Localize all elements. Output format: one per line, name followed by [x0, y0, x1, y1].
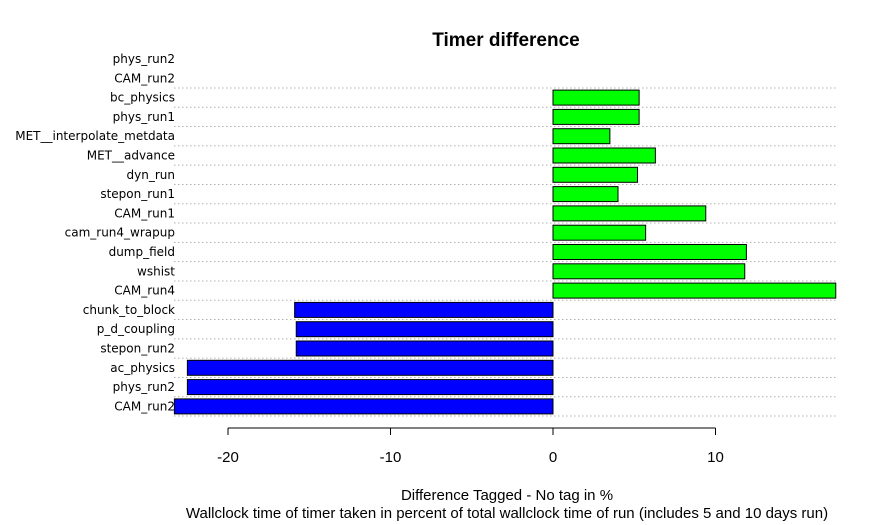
bar [552, 166, 638, 183]
category-labels: phys_run2 CAM_run2 bc_physics phys_run1 MET_… [15, 52, 175, 413]
bar [552, 89, 640, 106]
category-label: phys_run2 [113, 52, 175, 66]
bar [552, 147, 656, 164]
category-label: wshist [137, 264, 175, 278]
category-label: MET__advance [87, 149, 175, 163]
bar [552, 128, 611, 145]
bars [173, 89, 837, 415]
bar [294, 301, 554, 318]
category-label: dump_field [109, 245, 175, 259]
category-label: bc_physics [110, 91, 175, 105]
bar [552, 244, 747, 260]
category-label: ac_physics [110, 361, 175, 375]
x-tick-label: -10 [380, 449, 402, 466]
chart-title: Timer difference [432, 30, 579, 51]
category-label: stepon_run1 [100, 187, 175, 201]
bar [552, 205, 707, 222]
x-tick-label: 10 [707, 449, 724, 466]
x-axis-label: Difference Tagged - No tag in % [401, 487, 613, 504]
category-label: CAM_run4 [114, 284, 175, 298]
bar [173, 398, 554, 415]
bar [552, 263, 746, 280]
bar [295, 340, 554, 357]
bar [186, 379, 554, 396]
category-label: CAM_run2 [114, 71, 175, 85]
bar [552, 186, 619, 203]
category-label: chunk_to_block [83, 303, 175, 317]
x-tick-label: 0 [549, 449, 557, 466]
category-label: CAM_run1 [114, 206, 175, 220]
bar [552, 224, 647, 241]
category-label: phys_run2 [113, 380, 175, 394]
x-axis: -20 -10 0 10 [217, 427, 724, 466]
category-label: MET__interpolate_metdata [15, 129, 175, 143]
bar [186, 359, 554, 376]
x-tick-label: -20 [217, 449, 239, 466]
category-label: CAM_run2 [114, 399, 175, 413]
category-label: dyn_run [127, 168, 175, 182]
category-label: p_d_coupling [97, 322, 175, 336]
category-label: phys_run1 [113, 110, 175, 124]
bar [552, 282, 837, 299]
grid-lines [174, 87, 838, 417]
bar [552, 108, 640, 125]
chart-subtitle: Wallclock time of timer taken in percent… [186, 505, 828, 522]
category-label: cam_run4_wrapup [65, 226, 175, 240]
category-label: stepon_run2 [100, 342, 175, 356]
bar [295, 321, 554, 338]
